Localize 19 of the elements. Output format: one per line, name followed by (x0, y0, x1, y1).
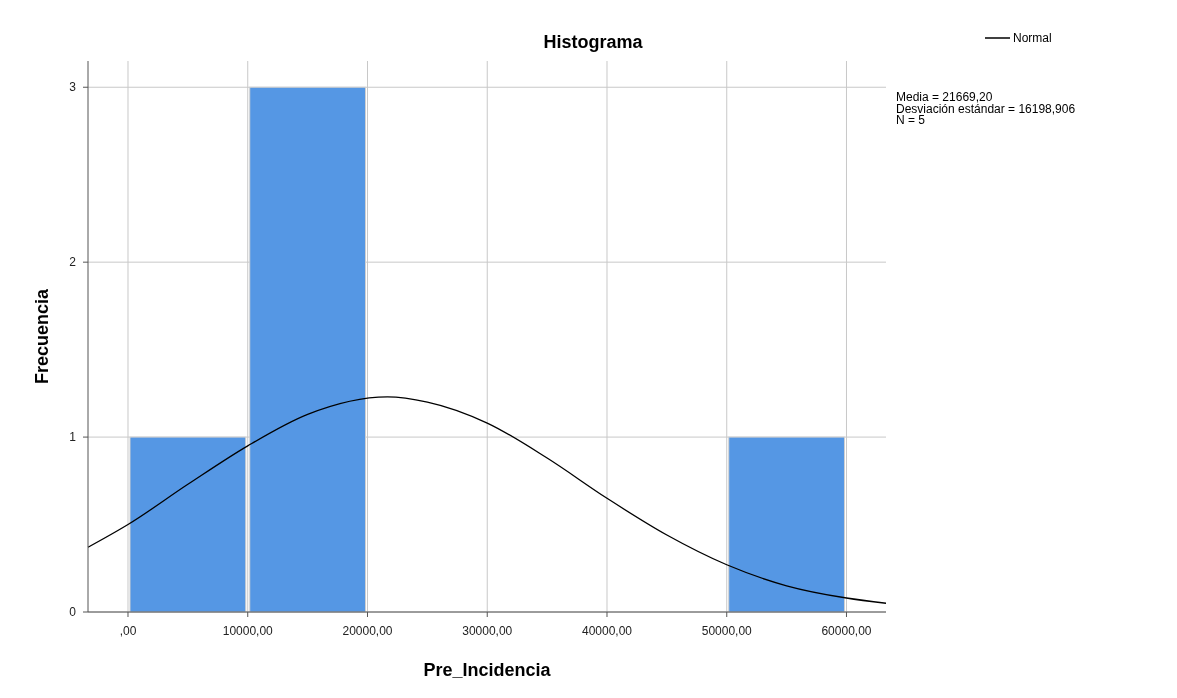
x-tick-label: 40000,00 (581, 624, 633, 638)
x-tick-label: 20000,00 (342, 624, 393, 638)
x-tick-label: 10000,00 (222, 624, 274, 638)
x-axis-title: Pre_Incidencia (423, 660, 552, 680)
line-series (87, 396, 887, 604)
x-tick-label: ,00 (119, 624, 137, 638)
y-axis-title: Frecuencia (32, 287, 52, 385)
text: Desviación estándar = 16198,906 (896, 101, 1076, 116)
x-tick-label: 60000,00 (821, 624, 872, 638)
y-tick-label: 2 (69, 255, 77, 270)
text: N = 5 (896, 113, 926, 127)
chart-title: Histograma (543, 32, 644, 52)
y-tick-label: 1 (69, 430, 77, 445)
x-tick-label: 30000,00 (462, 624, 513, 638)
y-tick-label: 3 (69, 80, 77, 95)
y-tick-label: 0 (69, 605, 77, 619)
x-tick-label: 50000,00 (701, 624, 753, 638)
text: Media = 21669,20 (896, 90, 993, 104)
legend-label: Normal (1013, 31, 1052, 45)
